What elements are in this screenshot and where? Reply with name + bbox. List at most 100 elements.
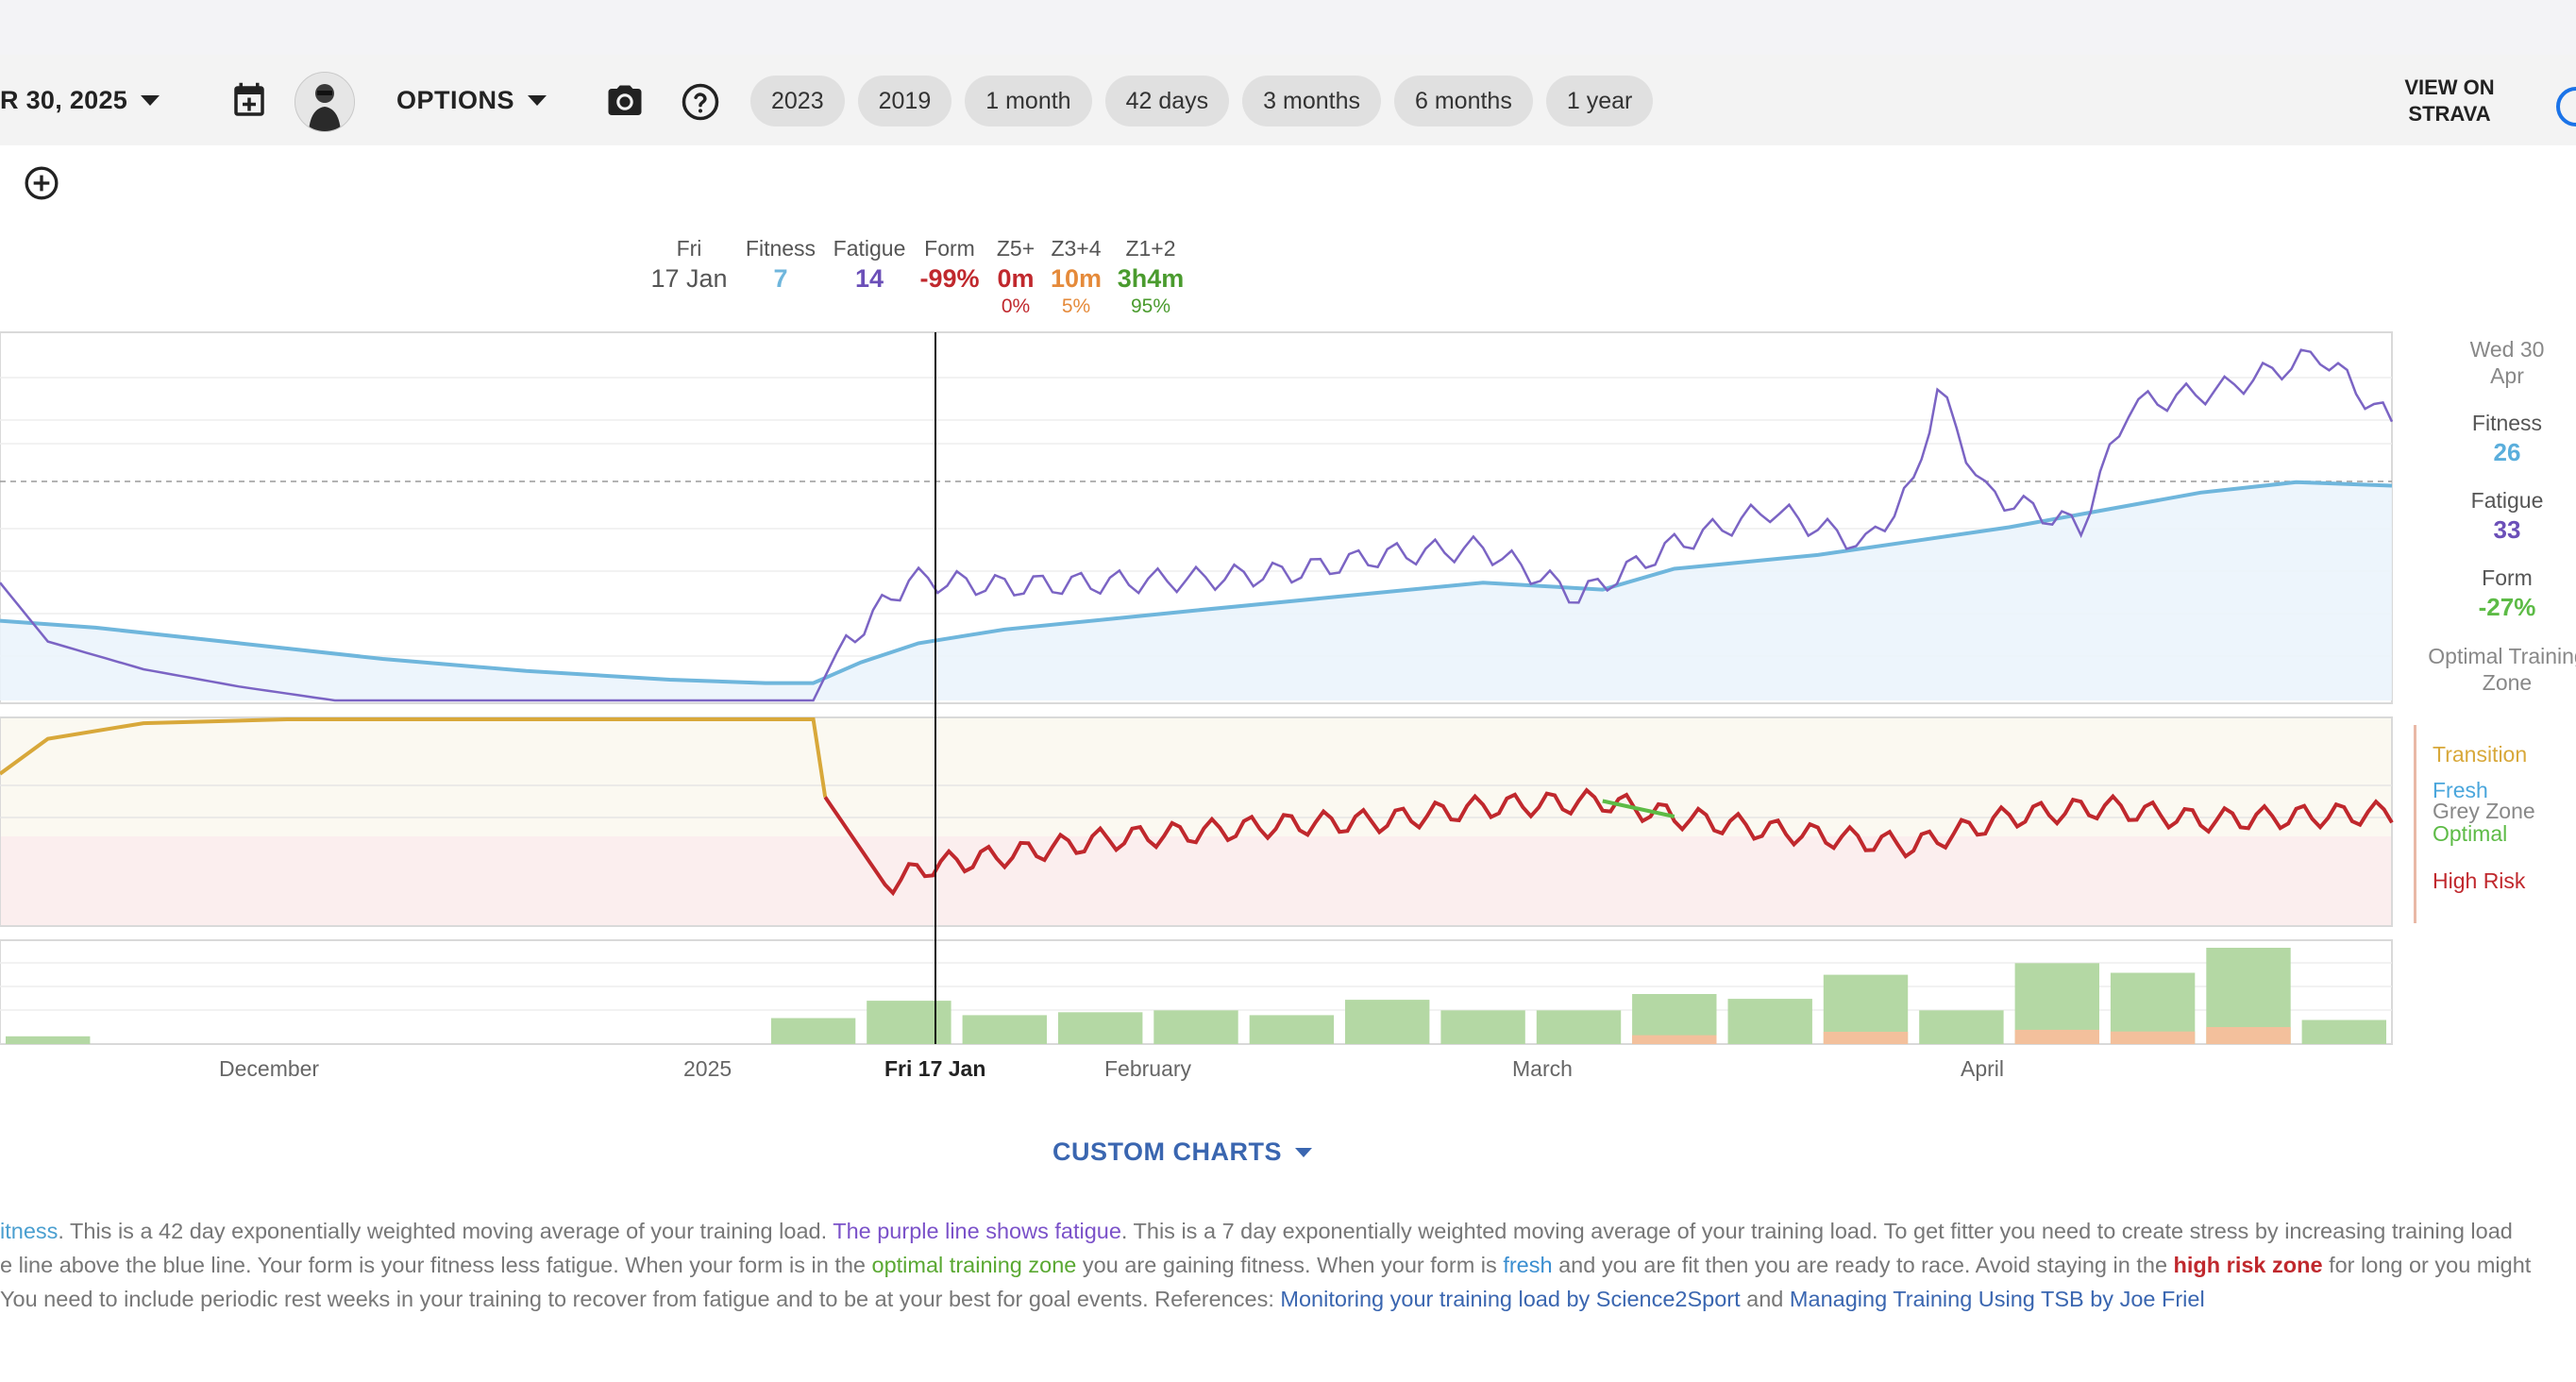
chevron-down-icon (528, 94, 547, 106)
load-gridlines (0, 962, 2392, 1011)
explanation-text: itness. This is a 42 day exponentially w… (0, 1214, 2576, 1316)
chip-1-year[interactable]: 1 year (1545, 76, 1654, 126)
hover-form-value: -99% (919, 264, 980, 293)
explanation-text-run: . This is a 42 day exponentially weighte… (58, 1219, 833, 1243)
training-load-bar-z34 (2110, 1031, 2196, 1044)
training-load-bar-z34 (1823, 1032, 1909, 1044)
calendar-add-icon[interactable] (229, 81, 269, 121)
training-load-bar[interactable] (1058, 1012, 1143, 1044)
training-load-bars (6, 948, 2386, 1044)
form-line (823, 787, 2394, 897)
camera-icon[interactable] (605, 82, 645, 122)
training-load-bar[interactable] (1345, 1000, 1430, 1044)
training-load-bar[interactable] (962, 1015, 1047, 1044)
explanation-text-run: you are gaining fitness. When your form … (1076, 1253, 1504, 1277)
training-load-bar-z34 (1632, 1035, 1717, 1044)
training-load-bar[interactable] (770, 1018, 856, 1045)
chip-42-days[interactable]: 42 days (1104, 76, 1230, 126)
training-load-bar[interactable] (1919, 1010, 2004, 1044)
training-load-bar[interactable] (1440, 1010, 1525, 1044)
form-line-transition (0, 717, 828, 798)
zone-scale-bar (2414, 725, 2416, 923)
explanation-line-2: e line above the blue line. Your form is… (0, 1248, 2576, 1282)
training-load-panel (0, 939, 2393, 1045)
hover-z12-value: 3h4m (1117, 264, 1185, 293)
zone-optimal-label: Optimal (2433, 821, 2508, 846)
options-dropdown[interactable]: OPTIONS (396, 77, 547, 123)
avatar[interactable] (295, 72, 355, 132)
training-load-bar[interactable] (1249, 1015, 1335, 1044)
current-form: Form -27% (2413, 565, 2576, 623)
current-fitness-label: Fitness (2471, 411, 2543, 435)
x-label-february: February (1104, 1056, 1192, 1081)
custom-charts-dropdown[interactable]: CUSTOM CHARTS (1052, 1138, 1313, 1167)
explanation-text-run: and (1740, 1287, 1790, 1311)
hover-z12: Z1+2 3h4m 95% (1110, 234, 1191, 319)
explanation-line-3: You need to include periodic rest weeks … (0, 1282, 2576, 1316)
hover-z34: Z3+4 10m 5% (1044, 234, 1108, 319)
explanation-text-run: You need to include periodic rest weeks … (0, 1287, 1281, 1311)
training-load-bar[interactable] (867, 1001, 951, 1044)
date-range-select[interactable]: R 30, 2025 (0, 77, 160, 123)
hover-date-value: 17 Jan (650, 264, 728, 293)
high-risk-zone-band (0, 836, 2392, 926)
help-icon[interactable] (681, 82, 720, 122)
hover-z5-value: 0m (997, 264, 1035, 293)
hover-z34-pct: 5% (1061, 295, 1091, 317)
hover-form-label: Form (924, 236, 975, 261)
fresh-term: fresh (1503, 1253, 1553, 1277)
view-on-strava-button[interactable]: VIEW ON STRAVA (2379, 75, 2520, 127)
current-zone-line2: Zone (2482, 670, 2533, 695)
current-date: Wed 30 Apr (2413, 336, 2576, 389)
science2sport-link[interactable]: Monitoring your training load by Science… (1280, 1287, 1741, 1311)
current-form-label: Form (2482, 565, 2533, 590)
hover-form: Form -99% (912, 234, 987, 295)
x-label-march: March (1512, 1056, 1573, 1081)
training-load-bar[interactable] (1153, 1010, 1238, 1044)
chip-2023[interactable]: 2023 (750, 76, 845, 126)
fitness-area (0, 481, 2392, 700)
hover-fitness-value: 7 (773, 264, 788, 293)
current-fatigue-label: Fatigue (2470, 488, 2544, 513)
form-panel (0, 716, 2416, 927)
options-label: OPTIONS (396, 85, 515, 114)
training-load-bar-z34 (2014, 1029, 2099, 1044)
strava-line-2: STRAVA (2408, 102, 2491, 126)
x-label-cursor: Fri 17 Jan (884, 1056, 986, 1081)
hover-date: Fri 17 Jan (642, 234, 736, 295)
hover-z5-label: Z5+ (996, 236, 1035, 261)
explanation-text-run: and you are fit then you are ready to ra… (1552, 1253, 2174, 1277)
chip-3-months[interactable]: 3 months (1242, 76, 1381, 126)
x-label-2025: 2025 (683, 1056, 732, 1081)
explanation-text-run: . This is a 7 day exponentially weighted… (1120, 1219, 2513, 1243)
current-date-line1: Wed 30 (2469, 337, 2545, 362)
explanation-text-run: e line above the blue line. Your form is… (0, 1253, 872, 1277)
training-load-bar[interactable] (6, 1036, 91, 1044)
hover-fitness-label: Fitness (745, 236, 817, 261)
zone-transition-label: Transition (2433, 742, 2528, 767)
chip-2019[interactable]: 2019 (857, 76, 952, 126)
current-zone-line1: Optimal Training (2428, 644, 2576, 668)
training-load-bar[interactable] (2301, 1020, 2386, 1045)
transition-zone-band (0, 717, 2392, 836)
add-circle-icon[interactable] (23, 164, 60, 202)
training-load-bar[interactable] (1727, 999, 1812, 1044)
chip-1-month[interactable]: 1 month (965, 76, 1092, 126)
x-label-april: April (1961, 1056, 2005, 1081)
hover-z12-label: Z1+2 (1125, 236, 1176, 261)
fitness-panel (0, 331, 2394, 704)
date-range-label: R 30, 2025 (0, 85, 128, 114)
hover-z34-value: 10m (1050, 264, 1103, 293)
current-date-line2: Apr (2490, 363, 2524, 388)
chip-6-months[interactable]: 6 months (1394, 76, 1533, 126)
current-fitness: Fitness 26 (2413, 410, 2576, 468)
joe-friel-link[interactable]: Managing Training Using TSB by Joe Friel (1789, 1287, 2205, 1311)
high-risk-term: high risk zone (2173, 1253, 2323, 1277)
current-form-value: -27% (2478, 593, 2536, 621)
training-load-bar[interactable] (1536, 1010, 1622, 1044)
hover-z5-pct: 0% (1001, 295, 1031, 317)
fatigue-term: The purple line shows fatigue (833, 1219, 1121, 1243)
current-fatigue: Fatigue 33 (2413, 487, 2576, 546)
zone-grey-label: Grey Zone (2433, 799, 2535, 823)
